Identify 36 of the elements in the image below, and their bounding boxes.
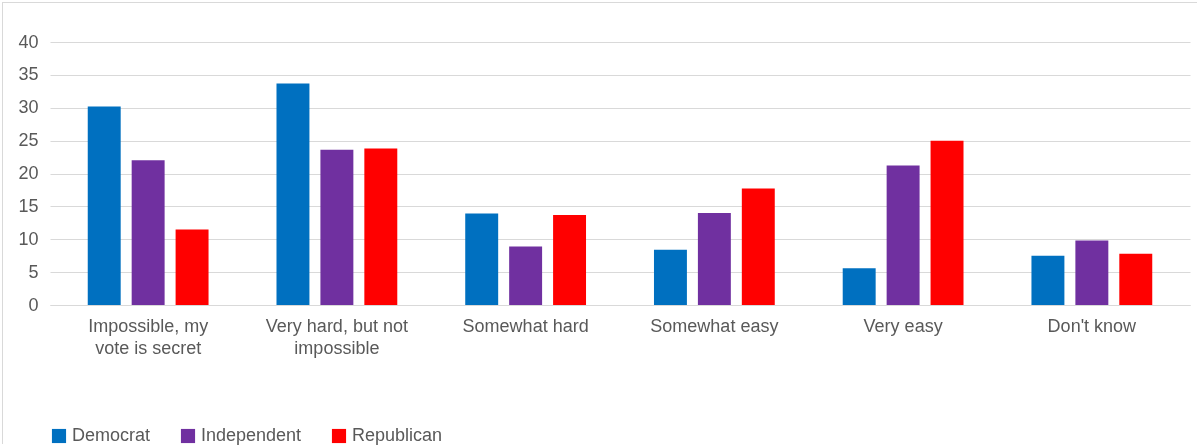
y-tick-label: 30	[18, 97, 39, 118]
bar	[930, 140, 964, 305]
x-tick-label: Don't know	[1047, 315, 1138, 336]
x-tick-label: Very hard, but not impossible	[265, 315, 408, 358]
y-tick-label: 35	[18, 64, 39, 85]
x-tick-label: Very easy	[863, 315, 943, 336]
bar	[1119, 253, 1153, 305]
y-tick-label: 25	[18, 130, 39, 151]
legend-label: Republican	[352, 425, 443, 445]
bar	[509, 246, 543, 305]
bar	[465, 213, 499, 305]
y-tick-label: 10	[18, 228, 39, 249]
legend-label: Democrat	[72, 425, 151, 445]
bar	[1031, 255, 1065, 305]
y-tick-label: 15	[18, 195, 39, 216]
bar	[131, 160, 165, 305]
bar	[886, 165, 920, 305]
bar	[741, 188, 775, 305]
bar	[320, 149, 354, 305]
x-tick-label: Somewhat easy	[650, 315, 779, 336]
bar	[697, 212, 731, 305]
bar	[553, 214, 587, 305]
x-tick-label: Somewhat hard	[462, 315, 589, 336]
y-tick-label: 20	[18, 163, 39, 183]
bar	[87, 106, 121, 305]
y-tick-label: 0	[28, 294, 39, 315]
bar	[1075, 240, 1109, 305]
y-tick-label: 5	[28, 261, 39, 282]
bar	[653, 249, 687, 305]
legend-label: Independent	[201, 425, 302, 445]
bar	[276, 83, 310, 305]
x-tick-label: Impossible, my vote is secret	[88, 315, 209, 358]
y-tick-label: 40	[18, 31, 39, 52]
bar	[364, 148, 398, 305]
bar	[842, 268, 876, 305]
bar	[175, 229, 209, 305]
